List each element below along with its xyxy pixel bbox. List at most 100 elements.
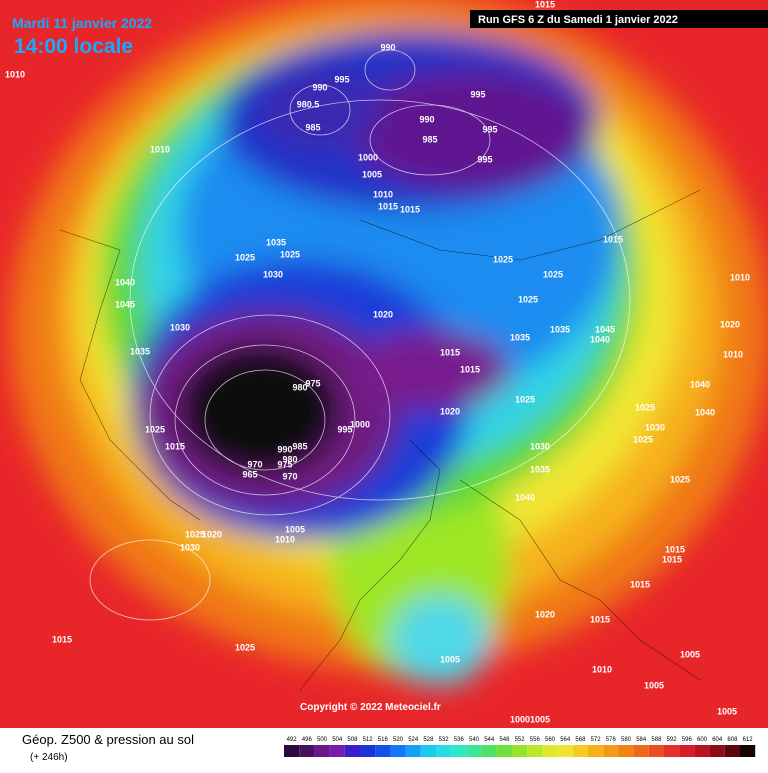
pressure-label: 980: [292, 382, 307, 392]
legend-swatch: [496, 745, 512, 757]
isobars: [89, 49, 631, 621]
pressure-label: 980: [282, 454, 297, 464]
pressure-label: 1010: [730, 272, 750, 282]
legend-label: 608: [727, 737, 738, 743]
pressure-label: 1005: [285, 524, 305, 534]
legend-swatch: [436, 745, 452, 757]
legend-swatch: [375, 745, 391, 757]
legend-label: 492: [287, 737, 298, 743]
pressure-label: 995: [470, 89, 485, 99]
pressure-label: 990: [380, 42, 395, 52]
pressure-label: 985: [422, 134, 437, 144]
pressure-label: 1000: [358, 152, 378, 162]
pressure-label: 1035: [530, 464, 550, 474]
pressure-label: 995: [337, 424, 352, 434]
pressure-label: 1045: [595, 324, 615, 334]
pressure-label: 1020: [373, 309, 393, 319]
legend-label: 588: [651, 737, 662, 743]
legend-swatch: [466, 745, 482, 757]
pressure-label: 1025: [280, 249, 300, 259]
pressure-label: 1015: [378, 201, 398, 211]
legend-swatch: [512, 745, 528, 757]
run-banner: [470, 10, 768, 28]
pressure-label: 990: [419, 114, 434, 124]
legend-swatch: [648, 745, 664, 757]
legend-swatch: [709, 745, 725, 757]
pressure-label: 1025: [145, 424, 165, 434]
pressure-label: 1000: [350, 419, 370, 429]
pressure-label: 1015: [535, 0, 555, 9]
pressure-label: 990: [277, 444, 292, 454]
legend-swatch: [284, 745, 300, 757]
pressure-label: 1005: [440, 654, 460, 664]
legend-swatch: [481, 745, 497, 757]
pressure-label: 1025: [518, 294, 538, 304]
product-label: Géop. Z500 & pression au sol: [22, 732, 194, 747]
pressure-label: 1025: [235, 642, 255, 652]
legend-label: 512: [363, 737, 374, 743]
pressure-label: 1035: [266, 237, 286, 247]
pressure-label: 1040: [690, 379, 710, 389]
z500-field: [10, 0, 768, 685]
legend-swatch: [694, 745, 710, 757]
coastlines: [59, 189, 701, 691]
color-legend: 492 496 500 504 508 512 516 520 524 528 532 536 540 5…: [284, 737, 756, 757]
legend-swatch: [299, 745, 315, 757]
pressure-label: 1015: [662, 554, 682, 564]
legend-label: 548: [499, 737, 510, 743]
legend-label: 500: [317, 737, 328, 743]
legend-label: 612: [743, 737, 754, 743]
pressure-label: 965: [242, 469, 257, 479]
legend-label: 600: [697, 737, 708, 743]
pressure-label: 1030: [645, 422, 665, 432]
legend-swatch: [314, 745, 330, 757]
pressure-label: 1015: [165, 441, 185, 451]
legend-label: 544: [484, 737, 495, 743]
pressure-label: 990: [312, 82, 327, 92]
pressure-label: 1030: [170, 322, 190, 332]
legend-label: 532: [439, 737, 450, 743]
pressure-label: 975: [305, 378, 320, 388]
pressure-label: 1010: [275, 534, 295, 544]
legend-swatch: [329, 745, 345, 757]
time-label: 14:00 locale: [14, 35, 133, 58]
pressure-label: 1020: [202, 529, 222, 539]
legend-swatch: [618, 745, 634, 757]
legend-swatch: [603, 745, 619, 757]
pressure-label: 1000: [510, 714, 530, 724]
pressure-label: 1005: [644, 680, 664, 690]
legend-label: 508: [347, 737, 358, 743]
legend-label: 540: [469, 737, 480, 743]
pressure-label: 1045: [115, 299, 135, 309]
pressure-label: 1025: [515, 394, 535, 404]
legend-label: 516: [378, 737, 389, 743]
legend-label: 524: [408, 737, 419, 743]
legend-swatch: [572, 745, 588, 757]
legend-label: 560: [545, 737, 556, 743]
legend-label: 520: [393, 737, 404, 743]
legend-swatch: [557, 745, 573, 757]
run-info: Run GFS 6 Z du Samedi 1 janvier 2022: [478, 14, 678, 26]
legend-swatch: [420, 745, 436, 757]
pressure-label: 985: [305, 122, 320, 132]
legend-swatch: [360, 745, 376, 757]
pressure-label: 1005: [680, 649, 700, 659]
legend-swatch: [740, 745, 756, 757]
pressure-label: 1035: [510, 332, 530, 342]
legend-label: 580: [621, 737, 632, 743]
pressure-label: 1015: [460, 364, 480, 374]
pressure-label: 1030: [263, 269, 283, 279]
legend-swatch: [679, 745, 695, 757]
legend-swatch: [633, 745, 649, 757]
pressure-label: 970: [247, 459, 262, 469]
pressure-label: 1015: [440, 347, 460, 357]
pressure-label: 1010: [592, 664, 612, 674]
legend-label: 584: [636, 737, 647, 743]
pressure-label: 1025: [235, 252, 255, 262]
legend-swatch: [405, 745, 421, 757]
pressure-label: 1010: [150, 144, 170, 154]
pressure-label: 980.5: [297, 99, 320, 109]
pressure-label: 985: [292, 441, 307, 451]
pressure-label: 1020: [535, 609, 555, 619]
